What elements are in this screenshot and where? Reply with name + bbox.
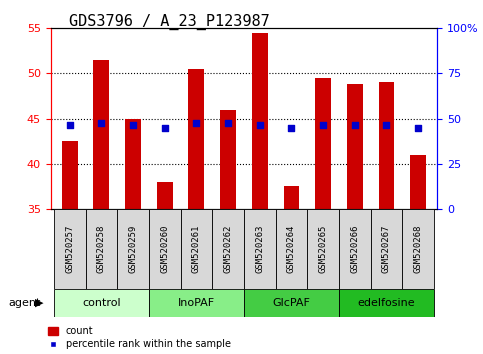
Text: ▶: ▶	[35, 298, 43, 308]
FancyBboxPatch shape	[117, 209, 149, 289]
FancyBboxPatch shape	[339, 289, 434, 317]
FancyBboxPatch shape	[54, 289, 149, 317]
Text: GSM520266: GSM520266	[350, 224, 359, 273]
Point	[256, 122, 264, 128]
FancyBboxPatch shape	[212, 209, 244, 289]
Bar	[62, 141, 78, 209]
FancyBboxPatch shape	[370, 209, 402, 289]
Text: GlcPAF: GlcPAF	[272, 298, 311, 308]
FancyBboxPatch shape	[244, 289, 339, 317]
Bar	[347, 84, 363, 209]
Point	[319, 122, 327, 128]
Bar	[220, 109, 236, 209]
Bar	[157, 182, 172, 209]
Point	[129, 122, 137, 128]
FancyBboxPatch shape	[339, 209, 370, 289]
FancyBboxPatch shape	[85, 209, 117, 289]
Bar	[410, 155, 426, 209]
Bar	[284, 186, 299, 209]
Point	[98, 120, 105, 126]
Text: GSM520264: GSM520264	[287, 224, 296, 273]
Text: edelfosine: edelfosine	[357, 298, 415, 308]
Text: GSM520262: GSM520262	[224, 224, 233, 273]
Text: GSM520267: GSM520267	[382, 224, 391, 273]
FancyBboxPatch shape	[181, 209, 212, 289]
Point	[224, 120, 232, 126]
Point	[287, 125, 295, 130]
Text: GSM520259: GSM520259	[128, 224, 138, 273]
Point	[66, 122, 73, 128]
Text: InoPAF: InoPAF	[178, 298, 215, 308]
FancyBboxPatch shape	[54, 209, 85, 289]
FancyBboxPatch shape	[276, 209, 307, 289]
Text: GSM520258: GSM520258	[97, 224, 106, 273]
Bar	[188, 69, 204, 209]
Text: GSM520261: GSM520261	[192, 224, 201, 273]
Point	[414, 125, 422, 130]
FancyBboxPatch shape	[307, 209, 339, 289]
Text: GSM520263: GSM520263	[255, 224, 264, 273]
Bar	[94, 60, 109, 209]
Text: GSM520257: GSM520257	[65, 224, 74, 273]
Point	[351, 122, 359, 128]
Bar	[315, 78, 331, 209]
Point	[161, 125, 169, 130]
FancyBboxPatch shape	[244, 209, 276, 289]
Point	[383, 122, 390, 128]
Legend: count, percentile rank within the sample: count, percentile rank within the sample	[48, 326, 231, 349]
Text: GSM520260: GSM520260	[160, 224, 169, 273]
Bar	[125, 119, 141, 209]
FancyBboxPatch shape	[402, 209, 434, 289]
Text: agent: agent	[9, 298, 41, 308]
Text: GSM520265: GSM520265	[319, 224, 327, 273]
Text: GSM520268: GSM520268	[413, 224, 423, 273]
FancyBboxPatch shape	[149, 209, 181, 289]
Text: GDS3796 / A_23_P123987: GDS3796 / A_23_P123987	[69, 14, 270, 30]
Bar	[252, 33, 268, 209]
Text: control: control	[82, 298, 121, 308]
Bar	[379, 82, 394, 209]
Point	[193, 120, 200, 126]
FancyBboxPatch shape	[149, 289, 244, 317]
